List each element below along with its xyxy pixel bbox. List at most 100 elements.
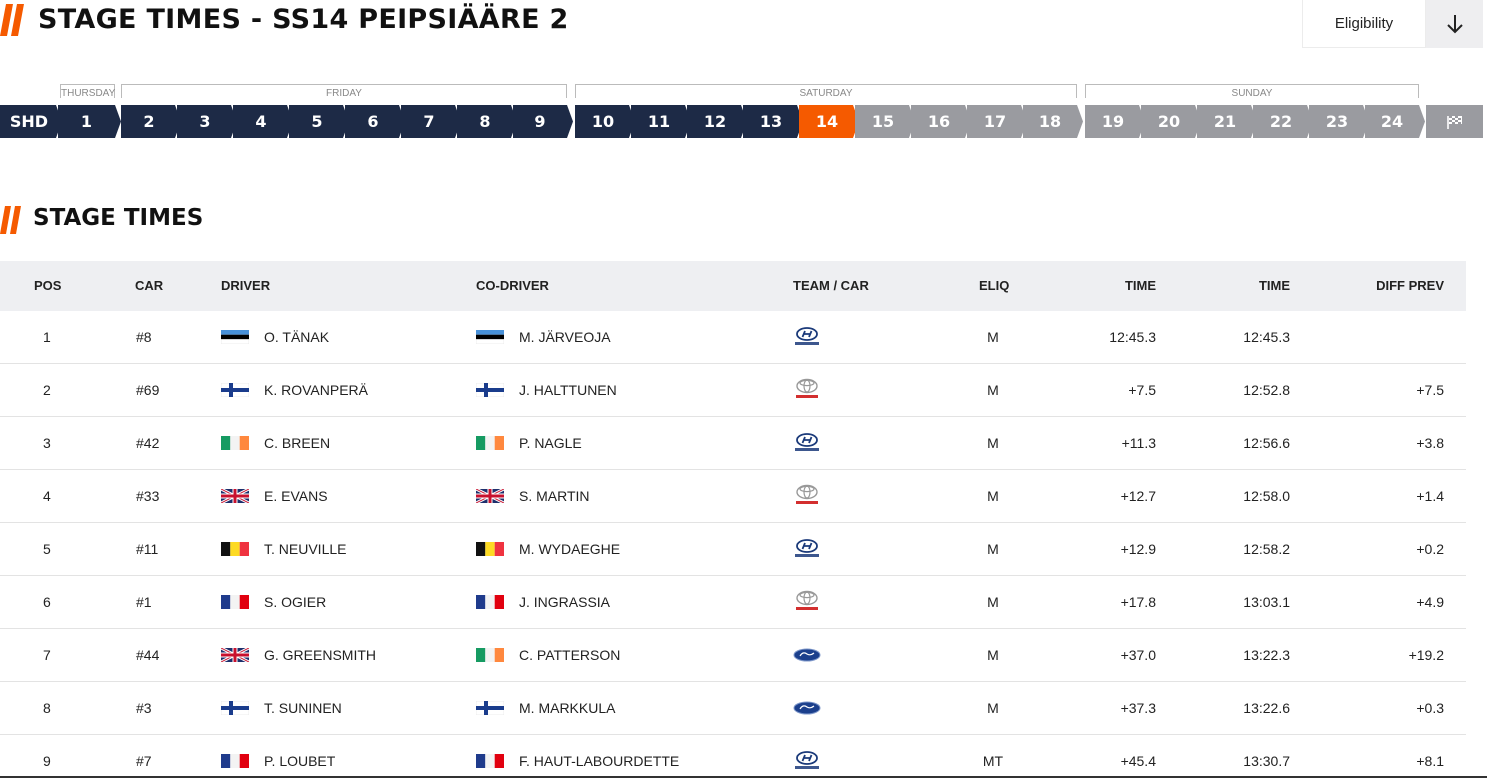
- day-label-thursday: THURSDAY: [60, 84, 115, 99]
- stage-label: 8: [479, 112, 491, 131]
- pos-cell: 5: [43, 541, 51, 557]
- codriver-name[interactable]: J. INGRASSIA: [519, 594, 611, 610]
- stage-7[interactable]: 7: [401, 105, 457, 138]
- driver-name[interactable]: T. NEUVILLE: [264, 541, 347, 557]
- stage-13[interactable]: 13: [743, 105, 799, 138]
- stage-shd[interactable]: SHD: [0, 105, 58, 138]
- pos-cell: 6: [43, 594, 51, 610]
- table-row[interactable]: 8 #3 T. SUNINEN M. MARKKULA M +37.3 13:22.6 +0.…: [0, 682, 1466, 735]
- stage-14[interactable]: 14: [799, 105, 855, 138]
- header-eliq[interactable]: ELIQ: [979, 278, 1010, 293]
- table-row[interactable]: 9 #7 P. LOUBET F. HAUT-LABOURDETTE MT +45.4 13…: [0, 735, 1466, 779]
- stage-finish[interactable]: [1426, 105, 1483, 138]
- stage-9[interactable]: 9: [513, 105, 567, 138]
- car-cell: #8: [136, 329, 152, 345]
- table-row[interactable]: 7 #44 G. GREENSMITH C. PATTERSON M +37.0 13:22…: [0, 629, 1466, 682]
- car-cell: #44: [136, 647, 160, 663]
- codriver-name[interactable]: M. MARKKULA: [519, 700, 616, 716]
- stage-label: 9: [534, 112, 546, 131]
- total-time-cell: 12:58.2: [1243, 541, 1290, 557]
- ford-logo-icon: [792, 696, 822, 720]
- codriver-name[interactable]: M. WYDAEGHE: [519, 541, 621, 557]
- eliq-cell: M: [987, 541, 999, 557]
- stage-17[interactable]: 17: [967, 105, 1023, 138]
- codriver-name[interactable]: M. JÄRVEOJA: [519, 329, 611, 345]
- driver-name[interactable]: E. EVANS: [264, 488, 328, 504]
- driver-name[interactable]: S. OGIER: [264, 594, 327, 610]
- flag-est-icon: [220, 330, 250, 345]
- total-time-cell: 13:22.6: [1243, 700, 1290, 716]
- time-cell: +11.3: [1121, 435, 1156, 451]
- sort-down-button[interactable]: [1426, 0, 1483, 48]
- stage-6[interactable]: 6: [345, 105, 401, 138]
- stage-20[interactable]: 20: [1141, 105, 1197, 138]
- stage-2[interactable]: 2: [121, 105, 177, 138]
- stage-3[interactable]: 3: [177, 105, 233, 138]
- stage-18[interactable]: 18: [1023, 105, 1077, 138]
- time-cell: +37.3: [1120, 700, 1156, 716]
- codriver-name[interactable]: C. PATTERSON: [519, 647, 621, 663]
- finish-flag-icon: [1446, 115, 1462, 129]
- stage-5[interactable]: 5: [289, 105, 345, 138]
- stage-21[interactable]: 21: [1197, 105, 1253, 138]
- stage-12[interactable]: 12: [687, 105, 743, 138]
- header-time-total[interactable]: TIME: [1258, 278, 1290, 293]
- stage-4[interactable]: 4: [233, 105, 289, 138]
- table-row[interactable]: 2 #69 K. ROVANPERÄ J. HALTTUNEN M +7.5 12:52.8…: [0, 364, 1466, 417]
- stage-8[interactable]: 8: [457, 105, 513, 138]
- stage-24[interactable]: 24: [1365, 105, 1419, 138]
- eligibility-dropdown[interactable]: Eligibility: [1302, 0, 1426, 48]
- flag-gbr-icon: [475, 487, 505, 505]
- stage-label: 20: [1157, 112, 1181, 131]
- stage-16[interactable]: 16: [911, 105, 967, 138]
- table-row[interactable]: 3 #42 C. BREEN P. NAGLE M +11.3 12:56.6 +3.8: [0, 417, 1466, 470]
- hyundai-logo-icon: [792, 431, 822, 455]
- time-cell: +12.9: [1120, 541, 1156, 557]
- stage-1[interactable]: 1: [58, 105, 115, 138]
- time-cell: 12:45.3: [1109, 329, 1156, 345]
- table-row[interactable]: 1 #8 O. TÄNAK M. JÄRVEOJA M 12:45.3 12:45.3: [0, 311, 1466, 364]
- codriver-name[interactable]: J. HALTTUNEN: [519, 382, 617, 398]
- car-cell: #1: [136, 594, 152, 610]
- flag-fin-icon: [220, 382, 250, 398]
- stage-22[interactable]: 22: [1253, 105, 1309, 138]
- stage-19[interactable]: 19: [1085, 105, 1141, 138]
- header-diff-prev[interactable]: DIFF PREV: [1376, 278, 1444, 293]
- driver-name[interactable]: K. ROVANPERÄ: [264, 382, 368, 398]
- stage-label: 14: [815, 112, 839, 131]
- stage-10[interactable]: 10: [575, 105, 631, 138]
- header-codriver[interactable]: CO-DRIVER: [476, 278, 549, 293]
- diff-prev-cell: +8.1: [1416, 753, 1444, 769]
- table-row[interactable]: 6 #1 S. OGIER J. INGRASSIA M +17.8 13:03.1 +4.9: [0, 576, 1466, 629]
- flag-fra-icon: [476, 595, 504, 609]
- header-time[interactable]: TIME: [1124, 278, 1156, 293]
- stage-label: 3: [199, 112, 211, 131]
- total-time-cell: 12:56.6: [1243, 435, 1290, 451]
- table-row[interactable]: 5 #11 T. NEUVILLE M. WYDAEGHE M +12.9 12:58.2 +…: [0, 523, 1466, 576]
- time-cell: +45.4: [1120, 753, 1156, 769]
- driver-name[interactable]: O. TÄNAK: [264, 329, 330, 345]
- driver-name[interactable]: C. BREEN: [264, 435, 331, 451]
- flag-fra-icon: [221, 595, 249, 609]
- table-row[interactable]: 4 #33 E. EVANS S. MARTIN M +12.7 12:58.0 +1.4: [0, 470, 1466, 523]
- codriver-name[interactable]: F. HAUT-LABOURDETTE: [519, 753, 680, 769]
- diff-prev-cell: +1.4: [1416, 488, 1444, 504]
- stage-label: 21: [1213, 112, 1237, 131]
- header-driver[interactable]: DRIVER: [221, 278, 271, 293]
- stage-label: SHD: [9, 112, 49, 131]
- header-team[interactable]: TEAM / CAR: [793, 278, 869, 293]
- diff-prev-cell: +0.3: [1416, 700, 1444, 716]
- driver-name[interactable]: P. LOUBET: [264, 753, 336, 769]
- stage-15[interactable]: 15: [855, 105, 911, 138]
- stage-23[interactable]: 23: [1309, 105, 1365, 138]
- header-pos[interactable]: POS: [34, 278, 62, 293]
- header-car[interactable]: CAR: [135, 278, 164, 293]
- total-time-cell: 13:03.1: [1243, 594, 1290, 610]
- diff-prev-cell: +7.5: [1416, 382, 1444, 398]
- stage-11[interactable]: 11: [631, 105, 687, 138]
- driver-name[interactable]: T. SUNINEN: [264, 700, 342, 716]
- stage-label: 4: [255, 112, 267, 131]
- driver-name[interactable]: G. GREENSMITH: [264, 647, 377, 663]
- codriver-name[interactable]: P. NAGLE: [519, 435, 582, 451]
- codriver-name[interactable]: S. MARTIN: [519, 488, 590, 504]
